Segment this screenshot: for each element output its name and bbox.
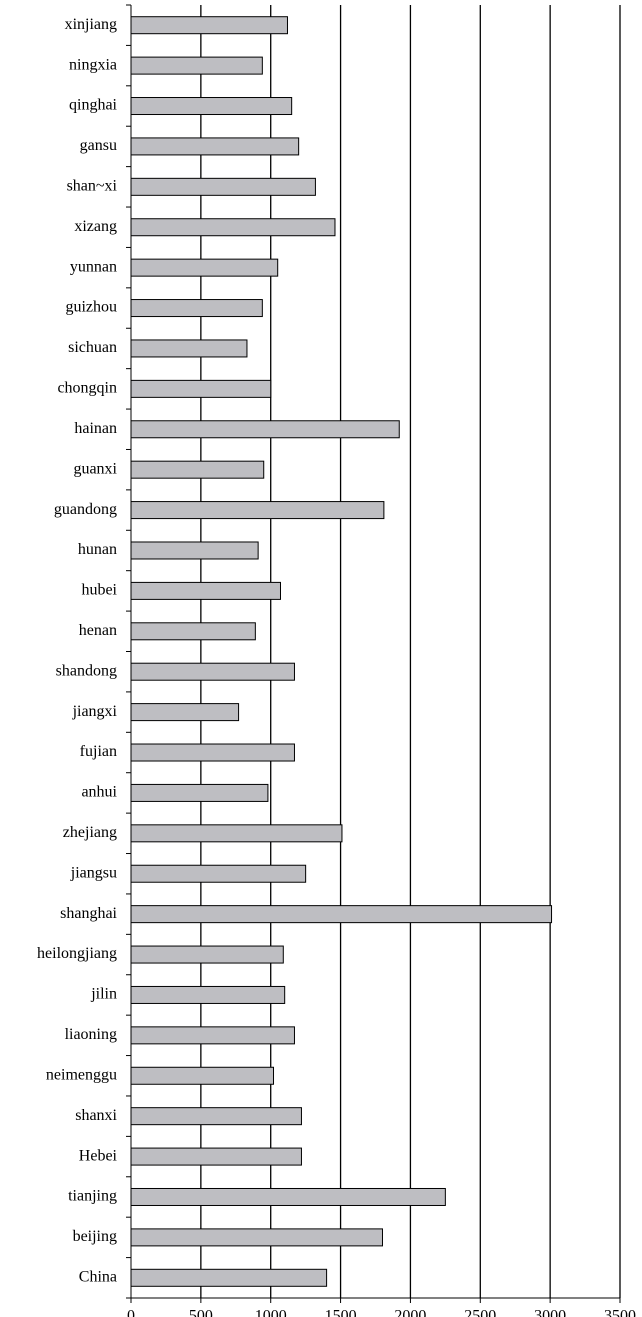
bar: [130, 218, 336, 237]
x-tick-label: 3000: [534, 1308, 566, 1317]
y-tick-label: liaoning: [65, 1026, 117, 1043]
y-tick-label: shanghai: [60, 905, 117, 922]
x-tick-label: 2000: [394, 1308, 426, 1317]
y-tick-label: shanxi: [75, 1107, 117, 1124]
bar: [130, 1107, 302, 1126]
bar: [130, 1228, 383, 1247]
y-tick-label: shandong: [56, 662, 117, 679]
y-tick-label: jiangxi: [72, 703, 118, 720]
bar: [130, 985, 286, 1004]
y-tick-label: chongqin: [57, 380, 117, 397]
bar: [130, 783, 269, 802]
y-tick-label: gansu: [80, 137, 117, 154]
bar: [130, 16, 288, 35]
y-tick-label: anhui: [81, 784, 117, 801]
bar: [130, 581, 281, 600]
y-tick-label: hunan: [78, 541, 117, 558]
x-tick-label: 0: [127, 1308, 135, 1317]
y-tick-label: hainan: [74, 420, 117, 437]
y-tick-label: yunnan: [70, 258, 117, 275]
bar: [130, 622, 256, 641]
y-tick-label: jilin: [90, 986, 117, 1003]
bar: [130, 501, 385, 520]
y-tick-label: guanxi: [73, 460, 117, 477]
y-tick-label: xizang: [74, 218, 117, 235]
y-tick-label: fujian: [80, 743, 117, 760]
y-tick-label: henan: [79, 622, 117, 639]
bar: [130, 379, 272, 398]
bar: [130, 1187, 446, 1206]
bar: [130, 945, 284, 964]
y-tick-label: neimenggu: [46, 1066, 117, 1083]
x-tick-label: 1500: [325, 1308, 357, 1317]
bar: [130, 460, 265, 479]
bar: [130, 339, 248, 358]
bar: [130, 541, 259, 560]
bar: [130, 703, 240, 722]
y-tick-label: ningxia: [69, 56, 117, 73]
bar: [130, 662, 295, 681]
y-tick-label: jiangsu: [70, 864, 117, 881]
x-tick-label: 1000: [255, 1308, 287, 1317]
bar: [130, 1147, 302, 1166]
x-tick-label: 3500: [604, 1308, 636, 1317]
bar: [130, 1268, 328, 1287]
bar: [130, 824, 343, 843]
bar: [130, 1026, 295, 1045]
y-tick-label: beijing: [73, 1228, 117, 1245]
y-tick-label: guandong: [54, 501, 117, 518]
y-tick-label: shan~xi: [67, 178, 118, 195]
bar: [130, 97, 293, 116]
bar: [130, 420, 400, 439]
y-tick-label: qinghai: [69, 97, 118, 114]
y-tick-label: heilongjiang: [37, 945, 117, 962]
bar: [130, 258, 279, 277]
y-tick-label: xinjiang: [65, 16, 117, 33]
y-tick-label: tianjing: [68, 1188, 117, 1205]
x-tick-label: 500: [189, 1308, 213, 1317]
bar: [130, 743, 295, 762]
bar: [130, 56, 263, 75]
bar: [130, 864, 307, 883]
y-tick-label: hubei: [81, 582, 117, 599]
bar: [130, 137, 300, 156]
y-tick-label: sichuan: [68, 339, 117, 356]
bar: [130, 177, 316, 196]
y-tick-label: guizhou: [65, 299, 117, 316]
y-tick-label: zhejiang: [63, 824, 117, 841]
bar: [130, 905, 553, 924]
y-tick-label: China: [79, 1268, 117, 1285]
bar: [130, 299, 263, 318]
x-tick-label: 2500: [464, 1308, 496, 1317]
y-tick-label: Hebei: [79, 1147, 118, 1164]
bar: [130, 1066, 275, 1085]
